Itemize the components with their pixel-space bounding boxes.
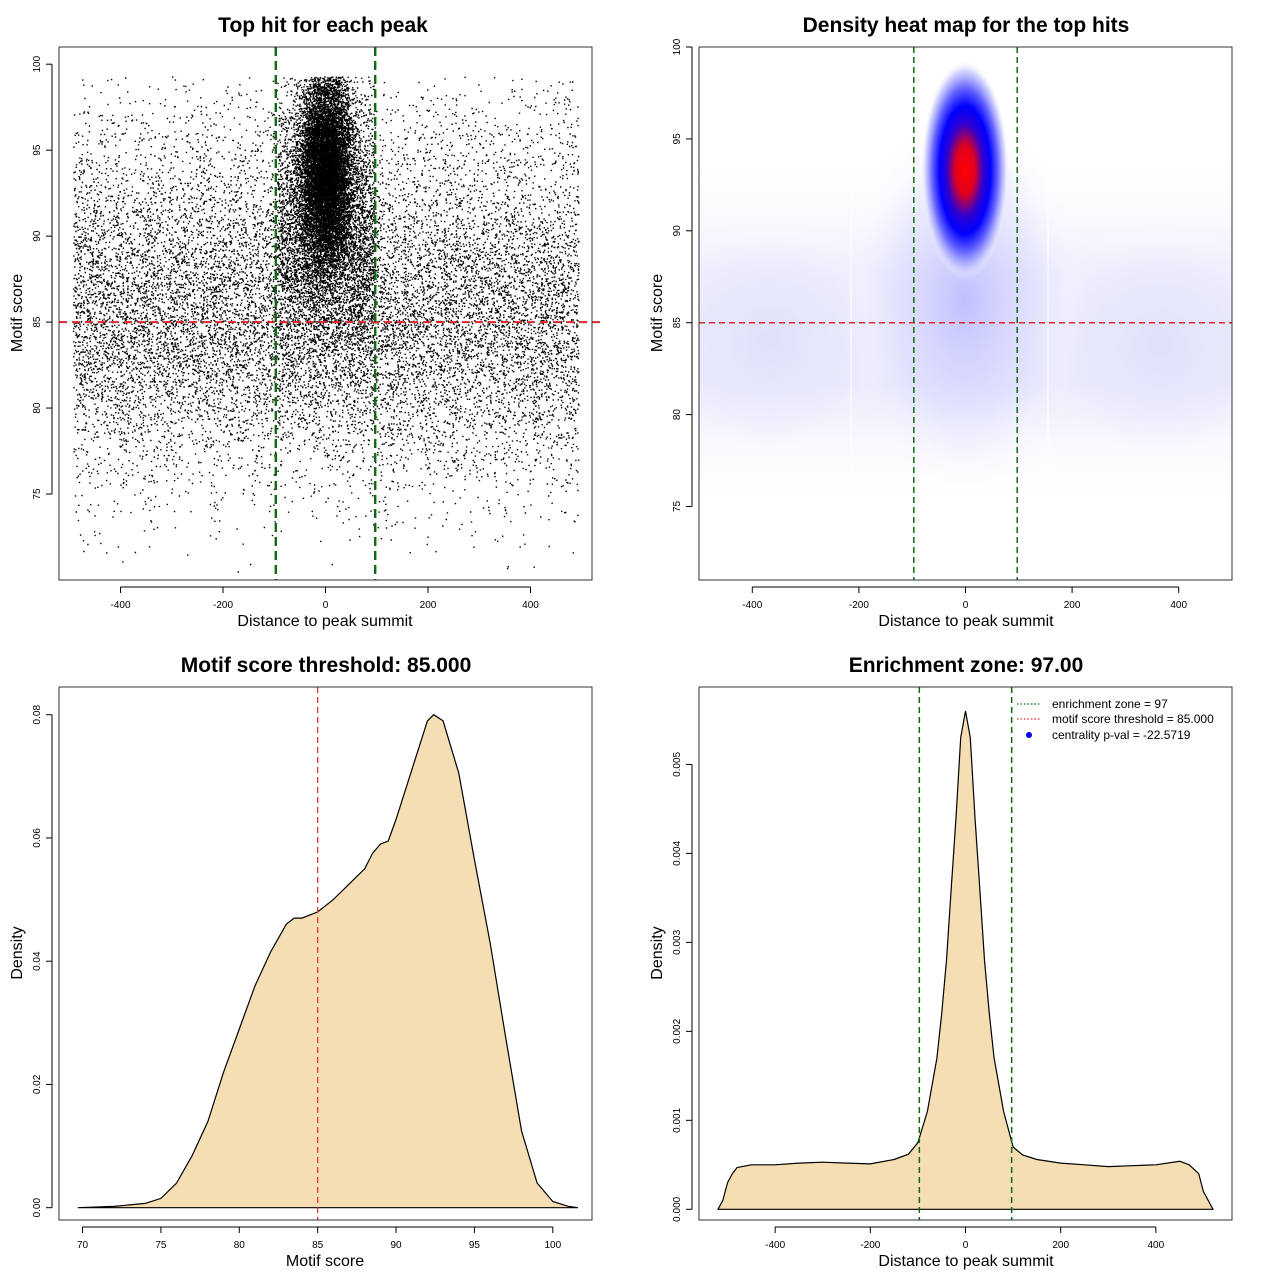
heatmap-y-tick-label: 100 (672, 38, 683, 55)
score_density-x-tick-label: 70 (77, 1240, 89, 1251)
distance_density-y-tick-label: 0.005 (672, 751, 683, 776)
score_density-x-tick-label: 75 (155, 1240, 167, 1251)
heatmap-x-tick-label: 200 (1064, 600, 1081, 611)
heatmap-x-axis: -400 -200 0 200 400 (742, 586, 1187, 611)
scatter-y-tick-label: 80 (32, 402, 43, 414)
heatmap-y-tick-label: 90 (672, 225, 683, 237)
heatmap-title: Density heat map for the top hits (803, 14, 1130, 37)
score_density-y-tick-label: 0.08 (32, 705, 43, 725)
legend: enrichment zone = 97 motif score thresho… (1017, 697, 1214, 742)
heatmap-y-tick-label: 75 (672, 500, 683, 512)
heatmap-x-axis-label: Distance to peak summit (878, 613, 1054, 630)
legend-label-pval: centrality p-val = -22.5719 (1052, 728, 1191, 742)
scatter-panel: Top hit for each peak -400 -200 0 200 400 75 8… (9, 14, 600, 630)
heatmap-panel: Density heat map for the top hits -400 -2… (649, 14, 1233, 630)
score_density-x-tick-label: 100 (544, 1240, 561, 1251)
scatter-x-tick-label: -200 (213, 600, 233, 611)
score-density-y-axis-label: Density (9, 926, 26, 979)
distance_density-y-tick-label: 0.002 (672, 1018, 683, 1043)
distance-density-title: Enrichment zone: 97.00 (849, 654, 1084, 677)
scatter-x-tick-label: 200 (420, 600, 437, 611)
heatmap-plot-frame (698, 46, 1233, 581)
legend-label-enrichment-zone: enrichment zone = 97 (1052, 697, 1168, 711)
legend-swatch-pval (1026, 732, 1032, 738)
heatmap-y-tick-label: 95 (672, 133, 683, 145)
score_density-x-tick-label: 90 (390, 1240, 402, 1251)
heatmap-x-tick-label: 0 (963, 600, 969, 611)
heatmap-y-axis-label: Motif score (649, 274, 666, 352)
scatter-x-axis-label: Distance to peak summit (237, 613, 413, 630)
scatter-y-tick-label: 75 (32, 488, 43, 500)
distance_density-y-tick-label: 0.000 (672, 1196, 683, 1221)
score_density-x-axis: 70 75 80 85 90 95 100 (77, 1226, 562, 1251)
score_density-y-tick-label: 0.04 (32, 951, 43, 971)
distance-density-y-axis-label: Density (649, 926, 666, 979)
distance_density-x-axis: -400 -200 0 200 400 (765, 1226, 1165, 1251)
distance_density-x-tick-label: 400 (1148, 1240, 1165, 1251)
heatmap-y-tick-label: 80 (672, 409, 683, 421)
heatmap-hotspot (921, 60, 1009, 280)
scatter-y-tick-label: 85 (32, 316, 43, 328)
scatter-y-tick-label: 90 (32, 230, 43, 242)
score_density-y-tick-label: 0.06 (32, 828, 43, 848)
score_density-x-tick-label: 95 (469, 1240, 481, 1251)
scatter-y-tick-label: 100 (32, 55, 43, 72)
distance_density-x-tick-label: 200 (1052, 1240, 1069, 1251)
score-density-plot-frame (58, 686, 593, 1221)
scatter-plot-frame (58, 46, 593, 581)
score_density-y-axis: 0.00 0.02 0.04 0.06 0.08 (32, 705, 53, 1218)
distance_density-y-tick-label: 0.001 (672, 1107, 683, 1132)
distance_density-y-tick-label: 0.003 (672, 929, 683, 954)
scatter-title: Top hit for each peak (218, 14, 428, 37)
heatmap-surface (699, 47, 1232, 580)
score_density-y-tick-label: 0.00 (32, 1198, 43, 1218)
score_density-x-tick-label: 85 (312, 1240, 324, 1251)
score_density-x-tick-label: 80 (234, 1240, 246, 1251)
score-density-area (77, 713, 578, 1209)
scatter-y-axis-label: Motif score (9, 274, 26, 352)
scatter-x-tick-label: 400 (522, 600, 539, 611)
distance_density-x-tick-label: -200 (860, 1240, 880, 1251)
distance_density-y-axis: 0.000 0.001 0.002 0.003 0.004 0.005 (672, 751, 693, 1222)
heatmap-x-tick-label: -400 (742, 600, 762, 611)
distance-density-area (716, 710, 1215, 1210)
distance-density-panel: Enrichment zone: 97.00 -400 -200 0 200 400 0.… (649, 654, 1233, 1270)
heatmap-x-tick-label: -200 (849, 600, 869, 611)
distance-density-plot-frame (698, 686, 1233, 1221)
scatter-x-axis: -400 -200 0 200 400 (110, 586, 539, 611)
distance-density-x-axis-label: Distance to peak summit (878, 1253, 1054, 1270)
heatmap-y-tick-label: 85 (672, 317, 683, 329)
heatmap-x-tick-label: 400 (1170, 600, 1187, 611)
scatter-y-tick-label: 95 (32, 144, 43, 156)
scatter-y-axis: 75 80 85 90 95 100 (32, 55, 53, 500)
score-density-x-axis-label: Motif score (286, 1253, 364, 1270)
legend-label-threshold: motif score threshold = 85.000 (1052, 712, 1214, 726)
heatmap-y-axis: 75 80 85 90 95 100 (672, 38, 693, 512)
score-density-panel: Motif score threshold: 85.000 70 75 80 85 90… (9, 654, 593, 1270)
scatter-x-tick-label: -400 (110, 600, 130, 611)
distance_density-x-tick-label: -400 (765, 1240, 785, 1251)
scatter-x-tick-label: 0 (323, 600, 329, 611)
scatter-points (72, 76, 580, 573)
heatmap-halo (845, 100, 1085, 500)
distance_density-x-tick-label: 0 (963, 1240, 969, 1251)
distance_density-y-tick-label: 0.004 (672, 840, 683, 865)
score-density-title: Motif score threshold: 85.000 (181, 654, 472, 677)
score_density-y-tick-label: 0.02 (32, 1074, 43, 1094)
